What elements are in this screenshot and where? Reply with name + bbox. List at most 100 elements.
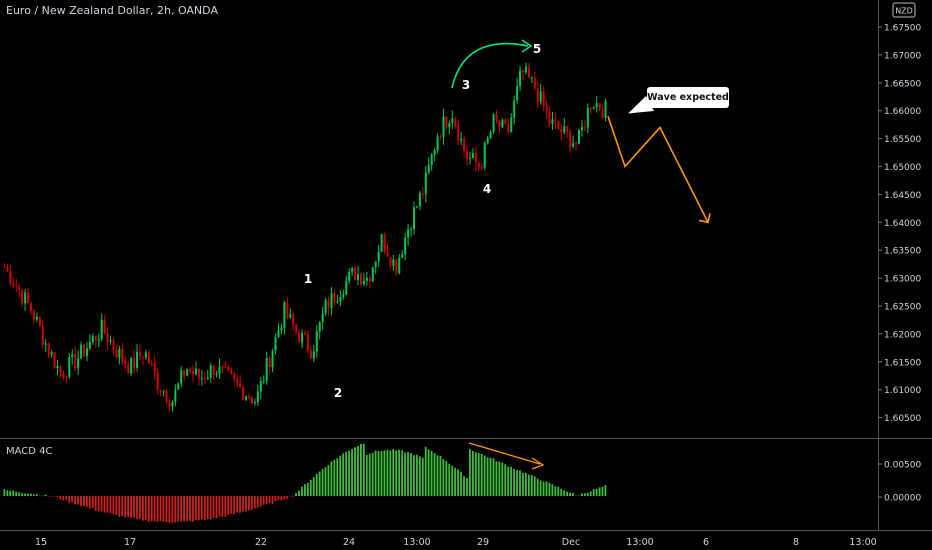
candle [189, 366, 192, 375]
macd-bar [495, 461, 498, 496]
macd-bar [77, 496, 79, 505]
macd-bar [194, 496, 197, 521]
macd-bar [563, 490, 566, 496]
candle [398, 253, 401, 275]
candle [589, 107, 592, 115]
macd-bar [404, 452, 406, 496]
macd-bar [445, 461, 448, 496]
price-tick-label: 1.61000 [884, 386, 921, 396]
candle [327, 296, 330, 316]
candle [215, 370, 218, 378]
time-tick-label: 8 [793, 537, 799, 548]
macd-bar [103, 496, 106, 513]
time-tick-label: 13:00 [849, 537, 876, 548]
candle [427, 157, 430, 175]
macd-bar [477, 453, 480, 496]
candle [377, 244, 380, 268]
candle [389, 256, 392, 268]
macd-bar [306, 482, 309, 496]
time-tick-label: 13:00 [626, 537, 653, 548]
projection-arrowhead [698, 213, 711, 224]
wave-label-1: 1 [304, 272, 312, 286]
macd-bar [221, 496, 224, 517]
macd-bar [277, 496, 280, 500]
macd-bar [348, 450, 350, 496]
macd-bar [362, 443, 365, 496]
macd-bar [595, 488, 598, 496]
macd-bar [56, 496, 59, 497]
candle [236, 374, 239, 388]
candles [3, 62, 607, 412]
macd-bar [557, 486, 560, 496]
macd-bar [83, 496, 85, 507]
macd-bar [174, 496, 177, 523]
candle [227, 365, 230, 372]
macd-bar [141, 496, 144, 521]
time-tick-label: 29 [477, 537, 489, 548]
candle [533, 71, 536, 91]
macd-bar [118, 496, 121, 517]
macd-bar [136, 496, 138, 519]
candle [233, 371, 236, 383]
candle [256, 384, 259, 406]
macd-bar [3, 489, 6, 496]
macd-bar [153, 496, 156, 522]
candle [569, 129, 572, 153]
macd-bar [578, 495, 580, 497]
macd-bar [395, 450, 398, 496]
wave-arrow [451, 42, 529, 89]
macd-bar [53, 496, 56, 497]
macd-bar [242, 496, 244, 512]
candle [536, 81, 539, 108]
candle [130, 356, 133, 377]
macd-bar [144, 496, 147, 520]
candle [192, 364, 195, 383]
macd-bar [589, 491, 592, 496]
candle [50, 350, 53, 359]
currency-badge: NZD [892, 2, 916, 18]
candle [592, 105, 595, 110]
macd-bar [74, 496, 76, 505]
candle [542, 85, 545, 112]
indicator-label: MACD 4C [6, 446, 53, 457]
macd-bar [41, 495, 44, 497]
candle [351, 267, 354, 277]
macd-bar [183, 496, 185, 522]
price-tick-label: 1.67500 [884, 24, 921, 34]
candle [448, 120, 451, 135]
candle [383, 232, 386, 254]
macd-bar [492, 458, 495, 496]
macd-bar [448, 463, 451, 496]
macd-bar [357, 446, 359, 496]
candle [83, 343, 86, 358]
candle [44, 338, 47, 353]
macd-bar [321, 469, 324, 496]
macd-bar [6, 490, 9, 496]
macd-bar [566, 491, 569, 496]
candle [354, 265, 357, 280]
macd-bar [271, 496, 274, 504]
macd-bar [106, 496, 109, 513]
macd-bar [345, 451, 348, 496]
candle [248, 393, 251, 399]
macd-bar [65, 496, 68, 500]
macd-bar [304, 484, 306, 496]
macd-bar [598, 487, 601, 496]
macd-bar [368, 453, 371, 496]
macd-bar [386, 449, 389, 496]
candle [560, 123, 563, 141]
macd-bar [318, 471, 321, 496]
candle [357, 266, 360, 286]
macd-bar [9, 490, 12, 496]
macd-bar [50, 496, 53, 497]
candle [598, 103, 601, 112]
macd-bar [415, 454, 418, 496]
macd-bar [71, 496, 74, 502]
macd-divergence-line [468, 442, 541, 465]
macd-bar [197, 496, 200, 521]
candle [280, 323, 283, 334]
macd-bar [580, 493, 583, 496]
candle [265, 351, 268, 385]
macd-histogram [3, 443, 607, 523]
